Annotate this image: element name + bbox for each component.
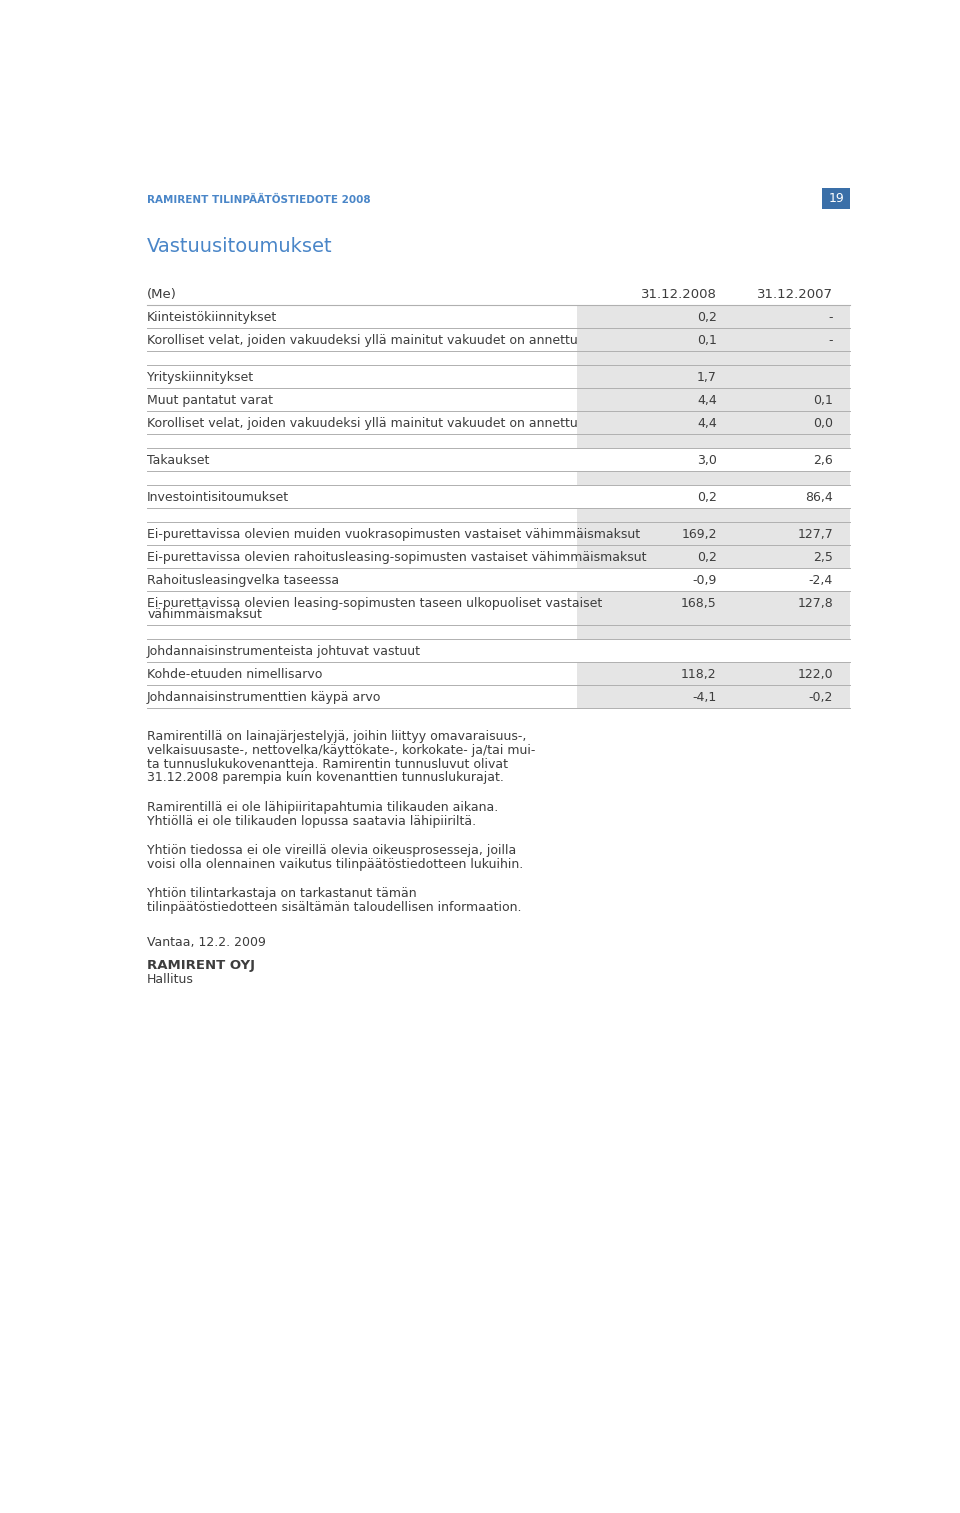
Text: 31.12.2007: 31.12.2007	[757, 287, 833, 301]
Bar	[577, 508, 850, 522]
Text: RAMIRENT OYJ: RAMIRENT OYJ	[147, 959, 255, 973]
Text: Rahoitusleasingvelka taseessa: Rahoitusleasingvelka taseessa	[147, 575, 339, 587]
Text: Kiinteistökiinnitykset: Kiinteistökiinnitykset	[147, 310, 277, 324]
Text: Yhtiöllä ei ole tilikauden lopussa saatavia lähipiiriltä.: Yhtiöllä ei ole tilikauden lopussa saata…	[147, 814, 476, 828]
Text: 127,8: 127,8	[797, 598, 833, 610]
Text: 169,2: 169,2	[682, 528, 717, 542]
Text: 0,2: 0,2	[697, 492, 717, 504]
Text: Muut pantatut varat: Muut pantatut varat	[147, 393, 274, 407]
Text: -: -	[828, 334, 833, 346]
Bar	[577, 663, 850, 685]
Bar	[577, 304, 850, 328]
Text: (Me): (Me)	[147, 287, 177, 301]
Text: Yhtiön tilintarkastaja on tarkastanut tämän: Yhtiön tilintarkastaja on tarkastanut tä…	[147, 887, 417, 900]
Text: Ramirentillä ei ole lähipiiritapahtumia tilikauden aikana.: Ramirentillä ei ole lähipiiritapahtumia …	[147, 800, 498, 814]
Text: -0,9: -0,9	[692, 575, 717, 587]
Text: Johdannaisinstrumenttien käypä arvo: Johdannaisinstrumenttien käypä arvo	[147, 691, 381, 704]
Text: -4,1: -4,1	[692, 691, 717, 704]
Text: 0,1: 0,1	[697, 334, 717, 346]
Text: Johdannaisinstrumenteista johtuvat vastuut: Johdannaisinstrumenteista johtuvat vastu…	[147, 645, 421, 658]
Text: Yrityskiinnitykset: Yrityskiinnitykset	[147, 371, 254, 384]
Text: 86,4: 86,4	[805, 492, 833, 504]
Text: 118,2: 118,2	[682, 669, 717, 681]
Text: Vantaa, 12.2. 2009: Vantaa, 12.2. 2009	[147, 937, 266, 949]
Text: 2,6: 2,6	[813, 454, 833, 468]
Text: Ei-purettavissa olevien rahoitusleasing-sopimusten vastaiset vähimmäismaksut: Ei-purettavissa olevien rahoitusleasing-…	[147, 551, 647, 564]
Bar	[577, 412, 850, 434]
Text: 31.12.2008 parempia kuin kovenanttien tunnuslukurajat.: 31.12.2008 parempia kuin kovenanttien tu…	[147, 772, 504, 784]
Text: Ei-purettavissa olevien leasing-sopimusten taseen ulkopuoliset vastaiset: Ei-purettavissa olevien leasing-sopimust…	[147, 598, 602, 610]
Bar	[577, 365, 850, 387]
Text: Vastuusitoumukset: Vastuusitoumukset	[147, 238, 333, 256]
Bar	[822, 188, 850, 209]
Bar	[577, 471, 850, 486]
Text: Ramirentillä on lainajärjestelyjä, joihin liittyy omavaraisuus-,: Ramirentillä on lainajärjestelyjä, joihi…	[147, 729, 526, 743]
Text: 2,5: 2,5	[813, 551, 833, 564]
Bar	[577, 522, 850, 545]
Bar	[577, 328, 850, 351]
Text: 31.12.2008: 31.12.2008	[641, 287, 717, 301]
Bar	[577, 685, 850, 708]
Text: vähimmäismaksut: vähimmäismaksut	[147, 608, 262, 622]
Text: ta tunnuslukukovenantteja. Ramirentin tunnusluvut olivat: ta tunnuslukukovenantteja. Ramirentin tu…	[147, 758, 508, 770]
Text: Yhtiön tiedossa ei ole vireillä olevia oikeusprosesseja, joilla: Yhtiön tiedossa ei ole vireillä olevia o…	[147, 844, 516, 856]
Text: voisi olla olennainen vaikutus tilinpäätöstiedotteen lukuihin.: voisi olla olennainen vaikutus tilinpäät…	[147, 858, 523, 870]
Text: 3,0: 3,0	[697, 454, 717, 468]
Text: 0,1: 0,1	[813, 393, 833, 407]
Text: 4,4: 4,4	[697, 418, 717, 430]
Text: 4,4: 4,4	[697, 393, 717, 407]
Text: Korolliset velat, joiden vakuudeksi yllä mainitut vakuudet on annettu: Korolliset velat, joiden vakuudeksi yllä…	[147, 334, 578, 346]
Text: RAMIRENT TILINPÄÄTÖSTIEDOTE 2008: RAMIRENT TILINPÄÄTÖSTIEDOTE 2008	[147, 195, 371, 206]
Text: 127,7: 127,7	[797, 528, 833, 542]
Bar	[577, 592, 850, 625]
Bar	[577, 625, 850, 638]
Text: Ei-purettavissa olevien muiden vuokrasopimusten vastaiset vähimmäismaksut: Ei-purettavissa olevien muiden vuokrasop…	[147, 528, 640, 542]
Text: Investointisitoumukset: Investointisitoumukset	[147, 492, 289, 504]
Text: 122,0: 122,0	[798, 669, 833, 681]
Text: -: -	[828, 310, 833, 324]
Bar	[577, 387, 850, 412]
Text: 168,5: 168,5	[681, 598, 717, 610]
Text: Takaukset: Takaukset	[147, 454, 209, 468]
Text: 19: 19	[828, 192, 844, 204]
Bar	[577, 434, 850, 448]
Text: Kohde-etuuden nimellisarvo: Kohde-etuuden nimellisarvo	[147, 669, 323, 681]
Text: 0,2: 0,2	[697, 551, 717, 564]
Text: -0,2: -0,2	[808, 691, 833, 704]
Bar	[577, 545, 850, 567]
Text: Hallitus: Hallitus	[147, 973, 194, 986]
Text: 0,0: 0,0	[813, 418, 833, 430]
Text: 1,7: 1,7	[697, 371, 717, 384]
Text: -2,4: -2,4	[808, 575, 833, 587]
Bar	[577, 351, 850, 365]
Text: 0,2: 0,2	[697, 310, 717, 324]
Text: Korolliset velat, joiden vakuudeksi yllä mainitut vakuudet on annettu: Korolliset velat, joiden vakuudeksi yllä…	[147, 418, 578, 430]
Text: velkaisuusaste-, nettovelka/käyttökate-, korkokate- ja/tai mui-: velkaisuusaste-, nettovelka/käyttökate-,…	[147, 744, 536, 756]
Text: tilinpäätöstiedotteen sisältämän taloudellisen informaation.: tilinpäätöstiedotteen sisältämän taloude…	[147, 900, 521, 914]
